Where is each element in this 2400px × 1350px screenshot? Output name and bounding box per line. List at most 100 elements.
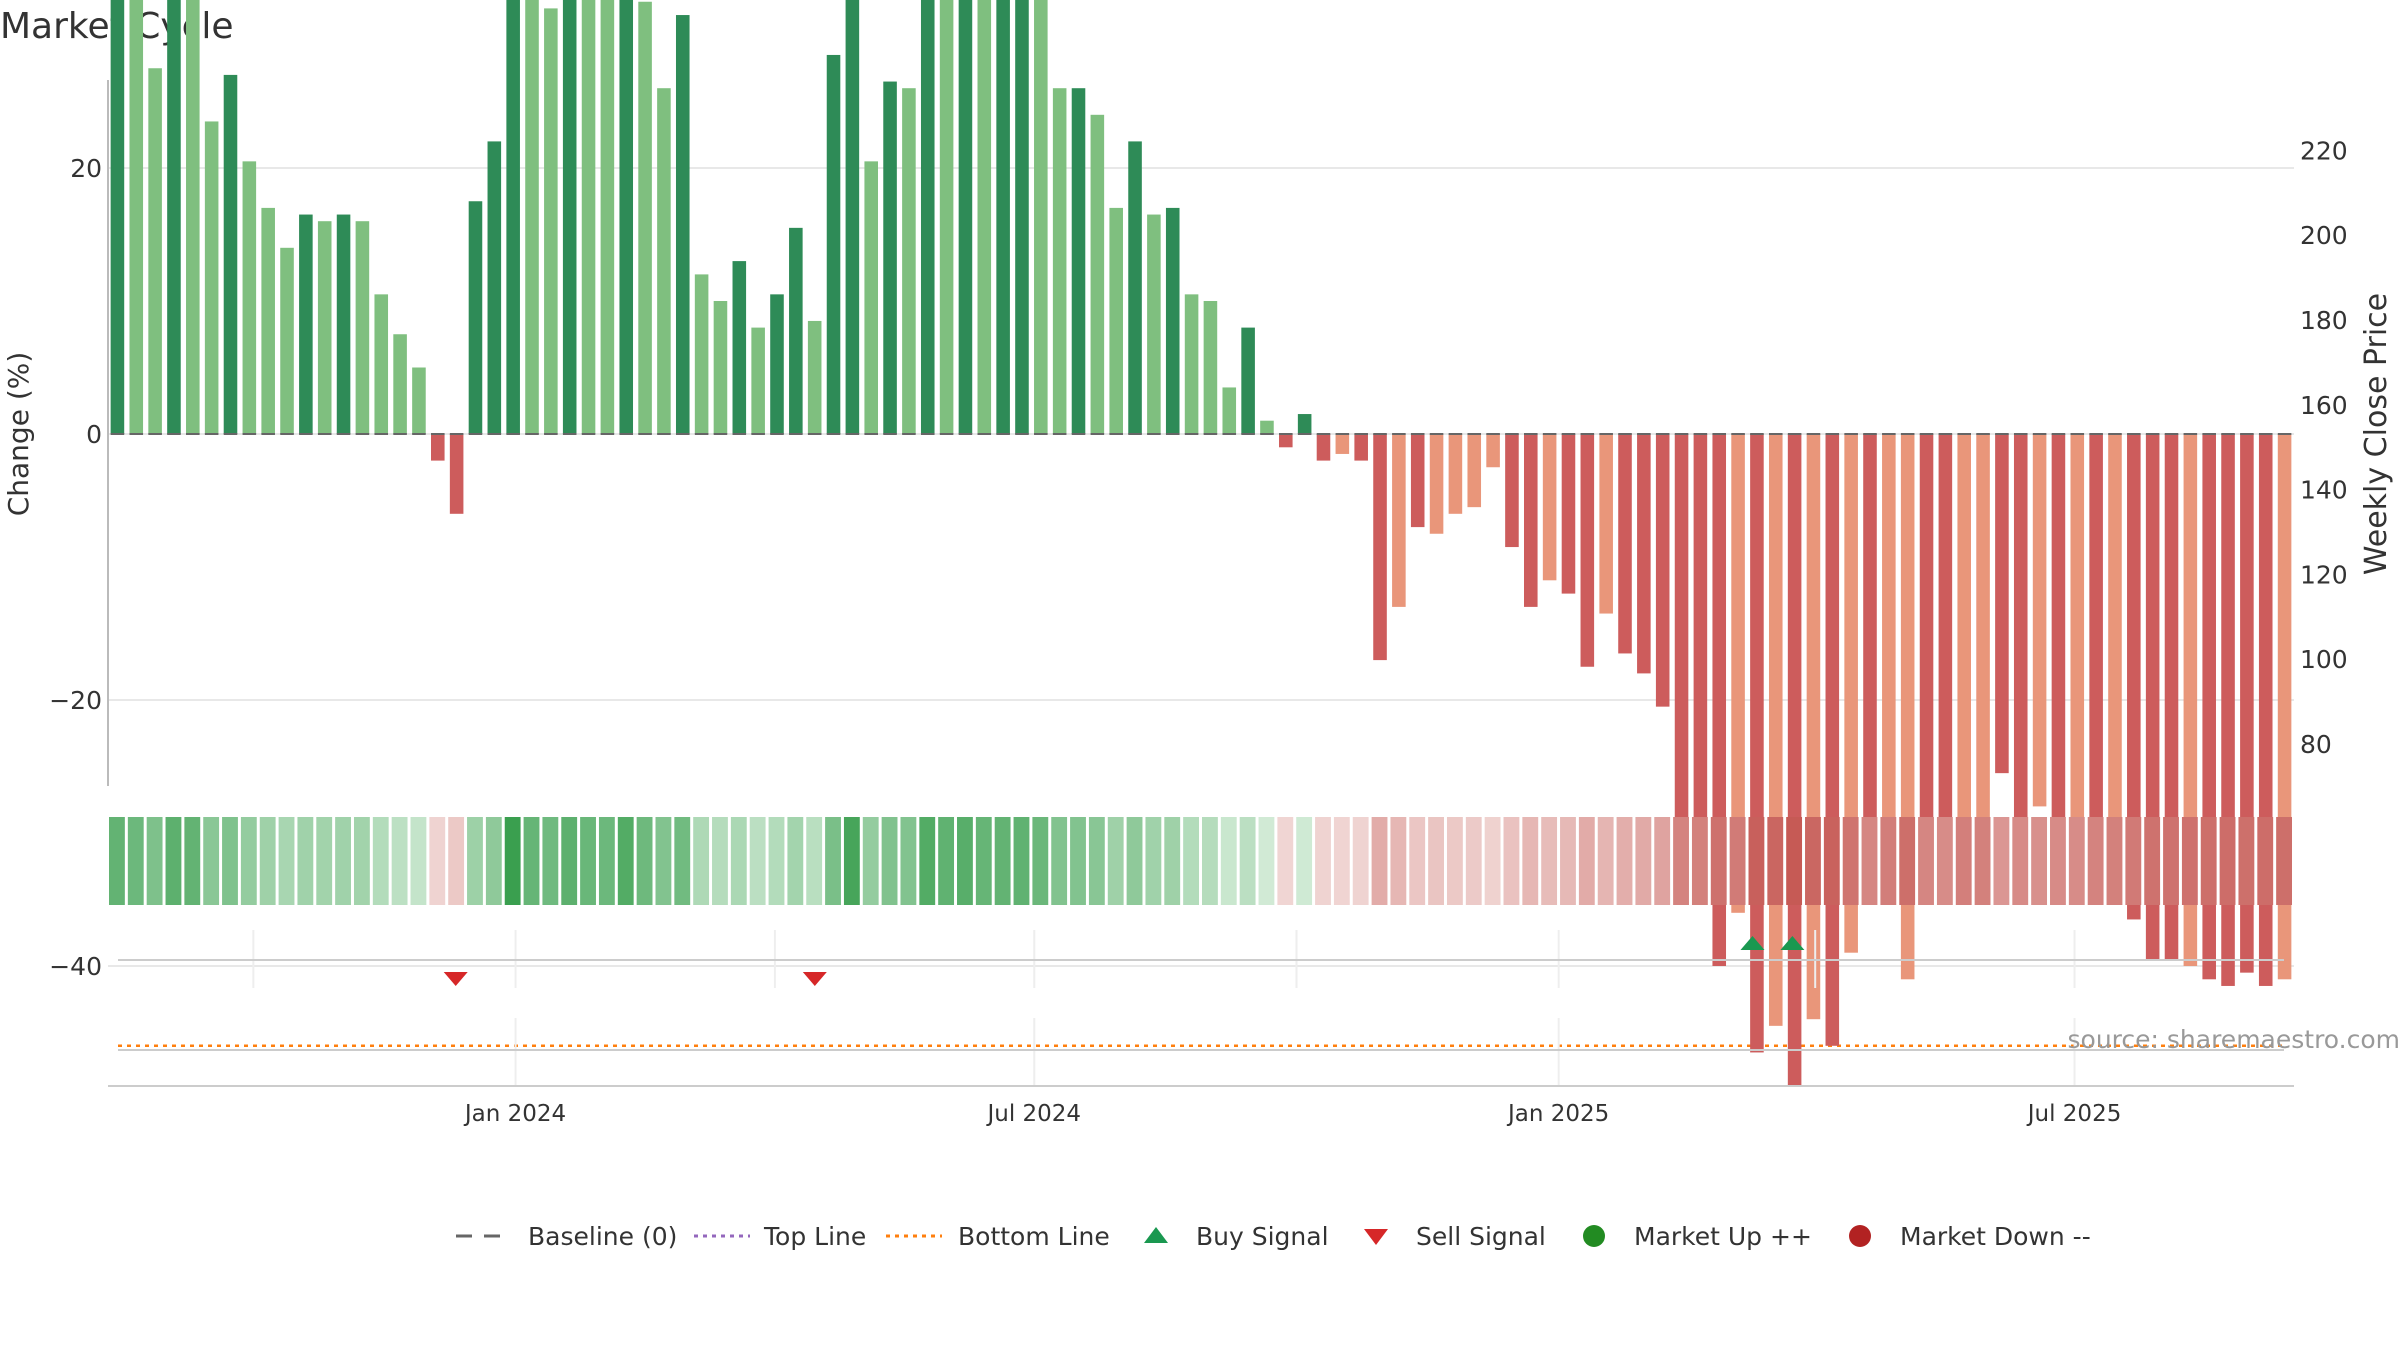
change-bar xyxy=(299,214,313,434)
change-bar xyxy=(412,367,426,434)
legend-label: Sell Signal xyxy=(1416,1222,1546,1251)
change-bar xyxy=(1222,387,1237,434)
sell-signal-marker xyxy=(443,972,468,986)
change-bars xyxy=(110,0,2292,1086)
heat-cell xyxy=(1861,817,1878,905)
heat-cell xyxy=(259,817,276,905)
y2-tick-label: 100 xyxy=(2300,645,2348,674)
change-bar xyxy=(431,434,445,461)
y2-tick-label: 80 xyxy=(2300,730,2332,759)
change-bar xyxy=(242,161,257,434)
change-bar xyxy=(1128,141,1142,434)
heat-cell xyxy=(2163,817,2179,905)
heat-cell xyxy=(1465,817,1482,905)
heat-cell xyxy=(372,817,389,905)
change-bar xyxy=(2108,434,2122,887)
heat-cell xyxy=(335,817,351,905)
change-bar xyxy=(2013,434,2028,833)
change-bar xyxy=(261,207,275,434)
heat-cell xyxy=(2238,817,2255,905)
change-bar xyxy=(1015,0,1029,435)
heat-cell xyxy=(1560,817,1576,905)
heat-cell xyxy=(1202,817,1218,905)
change-bar xyxy=(2051,434,2066,833)
heat-cell xyxy=(768,817,785,905)
heat-cell xyxy=(825,817,841,905)
heat-cell xyxy=(1333,817,1350,905)
change-bar xyxy=(657,88,671,434)
change-bar xyxy=(317,221,332,434)
y-tick-label: 0 xyxy=(86,420,102,449)
change-bar xyxy=(1109,207,1123,434)
heat-cell xyxy=(843,817,860,905)
heat-cell xyxy=(467,817,483,905)
change-bar xyxy=(1995,434,2009,774)
heat-cell xyxy=(184,817,201,905)
change-bar xyxy=(996,0,1010,434)
heat-cell xyxy=(1446,817,1463,905)
y-tick-label: 20 xyxy=(70,154,102,183)
change-bar xyxy=(1392,434,1406,607)
change-bar xyxy=(581,0,596,435)
change-bar xyxy=(1090,114,1105,435)
sell-signal-marker xyxy=(802,972,827,986)
y-tick-label: −40 xyxy=(49,952,102,981)
y2-tick-label: 220 xyxy=(2300,136,2348,165)
legend-label: Top Line xyxy=(763,1222,866,1251)
change-bar xyxy=(148,68,162,434)
change-bar xyxy=(1203,301,1218,434)
change-bar xyxy=(1147,214,1161,434)
heat-cell xyxy=(1691,817,1708,905)
change-bar xyxy=(1863,434,1877,860)
change-bar xyxy=(1486,434,1500,468)
change-bar xyxy=(807,320,822,434)
heat-cell xyxy=(1352,817,1369,905)
change-bar xyxy=(525,0,539,434)
x-axis-ticks: Jan 2024 Jul 2024 Jan 2025 Jul 2025 xyxy=(463,1101,2121,1127)
change-bar xyxy=(1034,0,1048,434)
change-bar xyxy=(1316,434,1331,461)
heat-cell xyxy=(561,817,578,905)
heat-cell xyxy=(1126,817,1143,905)
change-bar xyxy=(1731,434,1745,913)
change-bar xyxy=(1882,434,1896,900)
right-axis-ticks: 80 100 120 140 160 180 200 220 xyxy=(2300,136,2348,759)
legend-market-up-icon xyxy=(1583,1225,1605,1247)
change-bar xyxy=(977,0,992,434)
change-bar xyxy=(449,434,464,514)
heat-cell xyxy=(2031,817,2048,905)
heat-cell xyxy=(1955,817,1972,905)
left-axis-ticks: −40−2002040 xyxy=(49,154,102,981)
change-bar xyxy=(1637,434,1651,674)
change-bar xyxy=(1410,434,1425,528)
heat-cell xyxy=(1710,817,1727,905)
heat-cell xyxy=(203,817,220,905)
heat-cell xyxy=(109,817,125,905)
change-bar xyxy=(1806,434,1821,1020)
change-bar xyxy=(204,121,219,434)
change-bar xyxy=(864,161,878,434)
heat-cell xyxy=(1729,817,1746,905)
x-tick-label: Jul 2024 xyxy=(985,1101,1081,1127)
change-bar xyxy=(186,0,200,434)
heat-strip xyxy=(109,817,2292,905)
heat-cell xyxy=(297,817,314,905)
change-bar xyxy=(487,141,502,434)
change-bar xyxy=(845,0,860,434)
market-panel: source: sharemaestro.com xyxy=(108,1018,2400,1087)
legend: Baseline (0) Top Line Bottom Line Buy Signa… xyxy=(456,1222,2091,1251)
heat-cell xyxy=(1371,817,1388,905)
change-bar xyxy=(600,0,615,434)
change-bar xyxy=(1938,434,1953,827)
heat-cell xyxy=(1748,817,1765,905)
change-bar xyxy=(1429,434,1444,534)
change-bar xyxy=(223,74,238,435)
change-bar xyxy=(110,0,125,434)
heat-cell xyxy=(353,817,370,905)
heat-cell xyxy=(1578,817,1595,905)
heat-cell xyxy=(2012,817,2029,905)
market-gridlines xyxy=(514,1018,2076,1086)
heat-cell xyxy=(1220,817,1237,905)
heat-cell xyxy=(2181,817,2198,905)
change-bar xyxy=(770,294,784,434)
